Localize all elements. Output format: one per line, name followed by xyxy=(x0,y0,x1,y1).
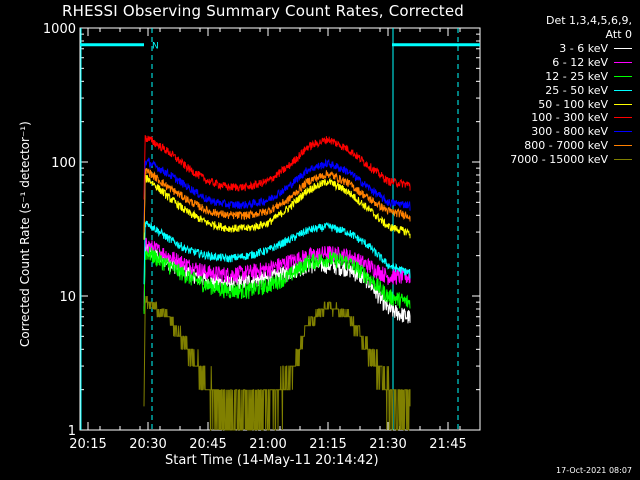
x-tick-label: 21:00 xyxy=(249,437,286,452)
legend-entry-label: 12 - 25 keV xyxy=(545,69,608,83)
x-tick-label: 21:30 xyxy=(369,437,406,452)
legend-swatch xyxy=(614,117,632,119)
legend-header-line-2: Att 0 xyxy=(605,28,632,41)
plot-frame xyxy=(79,27,481,431)
y-axis-label: Corrected Count Rate (s⁻¹ detector⁻¹) xyxy=(18,121,32,347)
x-tick-label: 20:15 xyxy=(69,437,106,452)
legend-entry-label: 7000 - 15000 keV xyxy=(510,152,608,166)
legend-swatch xyxy=(614,158,632,160)
series-line xyxy=(143,135,411,200)
chart-title: RHESSI Observing Summary Count Rates, Co… xyxy=(62,2,465,20)
legend-swatch xyxy=(614,48,632,50)
series-line xyxy=(143,168,411,233)
legend-entry-label: 50 - 100 keV xyxy=(538,97,608,111)
series-line xyxy=(143,237,411,307)
series-line xyxy=(143,295,411,431)
legend-entry: 300 - 800 keV xyxy=(482,125,632,139)
legend-entry: 800 - 7000 keV xyxy=(482,139,632,153)
x-tick-label: 21:15 xyxy=(309,437,346,452)
y-tick-label: 1000 xyxy=(43,22,76,37)
timestamp-stamp: 17-Oct-2021 08:07 xyxy=(556,466,632,475)
series-line xyxy=(143,220,411,285)
legend-entry: 25 - 50 keV xyxy=(482,83,632,97)
series-line xyxy=(143,174,411,240)
series-line xyxy=(143,246,411,314)
legend: Det 1,3,4,5,6,9, Att 0 3 - 6 keV 6 - 12 k… xyxy=(482,14,632,166)
legend-entry-label: 6 - 12 keV xyxy=(552,56,608,70)
legend-entry: 3 - 6 keV xyxy=(482,42,632,56)
y-tick-label: 1 xyxy=(68,424,76,439)
y-tick-label: 100 xyxy=(51,156,76,171)
x-tick-label: 21:45 xyxy=(429,437,466,452)
series-line xyxy=(143,157,411,224)
legend-entry-label: 800 - 7000 keV xyxy=(524,138,608,152)
legend-entry: 100 - 300 keV xyxy=(482,111,632,125)
legend-swatch xyxy=(614,62,632,64)
legend-entry-label: 100 - 300 keV xyxy=(531,111,608,125)
legend-entry: 6 - 12 keV xyxy=(482,56,632,70)
x-tick-label: 20:30 xyxy=(129,437,166,452)
y-tick-label: 10 xyxy=(59,290,76,305)
legend-swatch xyxy=(614,131,632,133)
x-tick-label: 20:45 xyxy=(189,437,226,452)
legend-entry-label: 25 - 50 keV xyxy=(545,83,608,97)
legend-entry-label: 300 - 800 keV xyxy=(531,125,608,139)
legend-header-line-1: Det 1,3,4,5,6,9, xyxy=(545,14,632,27)
x-axis-label: Start Time (14-May-11 20:14:42) xyxy=(165,453,379,468)
attenuator-bar-label: N xyxy=(152,42,159,52)
legend-entry-label: 3 - 6 keV xyxy=(559,42,608,56)
legend-swatch xyxy=(614,89,632,91)
legend-entry: 50 - 100 keV xyxy=(482,97,632,111)
legend-swatch xyxy=(614,75,632,77)
legend-swatch xyxy=(614,103,632,105)
legend-swatch xyxy=(614,144,632,146)
legend-entry: 7000 - 15000 keV xyxy=(482,152,632,166)
legend-entry: 12 - 25 keV xyxy=(482,70,632,84)
